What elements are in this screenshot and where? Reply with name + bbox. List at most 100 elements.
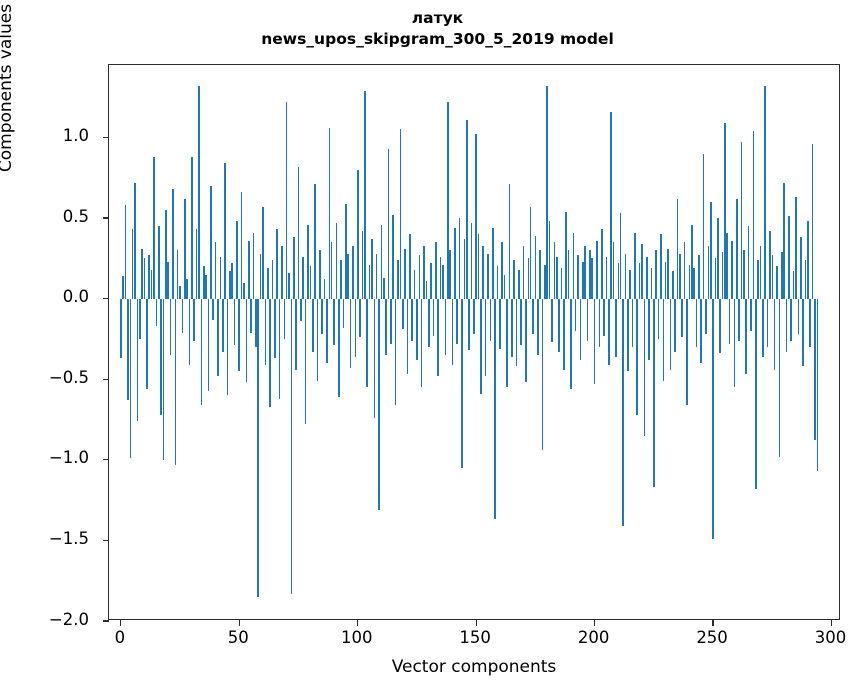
bar xyxy=(146,298,148,389)
y-axis-tick xyxy=(102,459,109,461)
bar xyxy=(127,298,129,401)
bar xyxy=(657,298,660,339)
bar xyxy=(247,240,250,299)
bar xyxy=(766,298,769,348)
bar xyxy=(641,243,643,299)
bar xyxy=(420,298,423,388)
bar xyxy=(428,298,430,348)
bar xyxy=(202,266,205,299)
bar xyxy=(548,221,551,299)
bar xyxy=(603,298,605,336)
y-axis-tick-labels: 1.0 0.5 0.0 −0.5 −1.0 −1.5 −2.0 xyxy=(0,64,100,627)
y-axis-tick-label: 0.5 xyxy=(62,206,89,226)
bar xyxy=(404,248,406,299)
bar xyxy=(340,260,342,299)
x-axis-tick-label: 50 xyxy=(227,628,249,647)
bar xyxy=(219,256,222,299)
bar xyxy=(624,253,627,299)
bar xyxy=(285,102,288,299)
y-axis-tick xyxy=(102,136,109,139)
bar xyxy=(349,298,352,368)
bar xyxy=(776,266,778,299)
x-axis-tick-label: 100 xyxy=(340,628,373,647)
bar xyxy=(186,279,188,299)
bar xyxy=(750,298,752,331)
bar xyxy=(304,298,307,425)
bar xyxy=(802,298,804,367)
bar xyxy=(371,239,373,299)
bar xyxy=(522,245,525,299)
bar xyxy=(584,245,586,299)
bar xyxy=(702,153,705,299)
bar xyxy=(792,271,795,299)
bar xyxy=(551,298,553,343)
bar xyxy=(475,134,477,299)
y-axis-tick-label: −1.0 xyxy=(48,448,89,468)
bar xyxy=(769,230,771,299)
bar xyxy=(162,298,165,460)
bar xyxy=(302,256,305,299)
bar xyxy=(290,298,293,594)
bar xyxy=(728,298,731,344)
bar xyxy=(276,229,278,299)
bar xyxy=(437,298,440,377)
bar xyxy=(809,298,811,348)
bar xyxy=(773,298,776,370)
bar xyxy=(352,245,354,299)
bar xyxy=(757,260,759,299)
bars-container xyxy=(109,65,839,619)
bar xyxy=(619,213,622,299)
bar xyxy=(676,198,679,299)
bar xyxy=(539,250,541,299)
bar xyxy=(153,156,155,299)
y-axis-tick xyxy=(102,217,109,219)
bar xyxy=(401,298,404,330)
bar xyxy=(264,298,267,365)
bar xyxy=(494,298,496,520)
bar xyxy=(221,298,224,352)
bar xyxy=(193,298,196,341)
x-axis-label: Vector components xyxy=(391,657,557,677)
bar xyxy=(157,226,160,299)
bar xyxy=(179,285,181,299)
bar xyxy=(714,258,717,299)
x-axis-tick xyxy=(830,619,833,626)
bar xyxy=(368,264,371,299)
bar xyxy=(257,298,260,597)
bar xyxy=(418,255,421,299)
bar xyxy=(326,298,328,364)
bar xyxy=(354,298,357,357)
bar xyxy=(591,258,594,299)
bar xyxy=(740,142,743,299)
bar xyxy=(461,298,463,468)
bar xyxy=(484,298,487,377)
bar xyxy=(653,298,655,488)
x-axis-tick xyxy=(357,619,359,626)
bar xyxy=(629,269,631,299)
bar xyxy=(311,298,314,352)
bar xyxy=(674,298,676,352)
bar xyxy=(797,298,800,335)
bar xyxy=(458,218,461,299)
bar xyxy=(394,298,397,406)
bar xyxy=(456,298,459,344)
bar xyxy=(636,298,639,415)
bar xyxy=(141,248,143,299)
bar xyxy=(236,221,238,299)
bar xyxy=(565,211,567,299)
chart-title-line-1: латук xyxy=(411,9,464,27)
bar xyxy=(231,263,233,299)
bar xyxy=(122,276,124,299)
bar xyxy=(536,298,539,356)
bar xyxy=(532,298,534,335)
bar xyxy=(444,298,447,356)
bar xyxy=(506,298,508,388)
bar xyxy=(319,250,321,299)
bar xyxy=(487,253,489,299)
bar xyxy=(169,298,172,356)
bar xyxy=(705,298,707,335)
bar xyxy=(695,298,698,348)
bar xyxy=(570,298,572,389)
bar xyxy=(489,298,492,341)
bar xyxy=(596,240,598,299)
